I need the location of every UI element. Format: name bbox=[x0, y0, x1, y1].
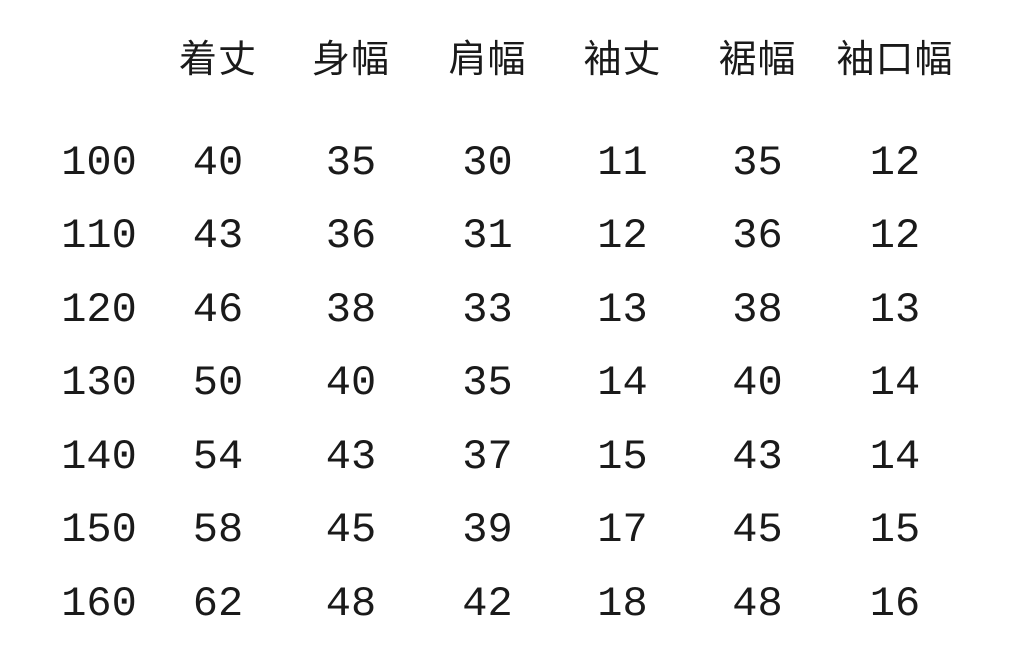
cell-value: 36 bbox=[325, 212, 377, 261]
cell-value: 30 bbox=[462, 138, 513, 187]
cell-value: 40 bbox=[732, 359, 783, 408]
cell-value: 48 bbox=[732, 579, 783, 628]
cell-value: 39 bbox=[462, 506, 513, 555]
cell-value: 35 bbox=[325, 138, 377, 187]
cell-value: 58 bbox=[192, 506, 244, 555]
table-row: 110 43 36 31 12 36 12 bbox=[44, 200, 1024, 274]
cell-value: 12 bbox=[597, 212, 648, 261]
column-header-kitake: 着丈 bbox=[178, 38, 257, 81]
column-header-mihaba: 身幅 bbox=[311, 38, 390, 81]
size-label: 130 bbox=[61, 359, 137, 408]
cell-value: 36 bbox=[732, 212, 783, 261]
cell-value: 50 bbox=[192, 359, 244, 408]
table-row: 120 46 38 33 13 38 13 bbox=[44, 273, 1024, 347]
cell-value: 11 bbox=[597, 138, 648, 187]
column-header-katahaba: 肩幅 bbox=[448, 38, 527, 81]
cell-value: 13 bbox=[597, 285, 648, 334]
size-label: 140 bbox=[61, 432, 137, 481]
table-row: 130 50 40 35 14 40 14 bbox=[44, 347, 1024, 421]
cell-value: 31 bbox=[462, 212, 513, 261]
cell-value: 43 bbox=[192, 212, 244, 261]
cell-value: 35 bbox=[462, 359, 513, 408]
cell-value: 15 bbox=[869, 506, 921, 555]
cell-value: 62 bbox=[192, 579, 244, 628]
size-label: 160 bbox=[61, 579, 137, 628]
cell-value: 18 bbox=[597, 579, 648, 628]
cell-value: 54 bbox=[192, 432, 244, 481]
table-body: 100 40 35 30 11 35 12 110 43 36 31 12 36… bbox=[44, 126, 1024, 641]
cell-value: 45 bbox=[732, 506, 783, 555]
size-label: 120 bbox=[61, 285, 137, 334]
cell-value: 38 bbox=[732, 285, 783, 334]
cell-value: 14 bbox=[869, 432, 921, 481]
cell-value: 13 bbox=[869, 285, 921, 334]
cell-value: 45 bbox=[325, 506, 377, 555]
cell-value: 12 bbox=[869, 138, 921, 187]
cell-value: 42 bbox=[462, 579, 513, 628]
cell-value: 14 bbox=[597, 359, 648, 408]
cell-value: 40 bbox=[325, 359, 377, 408]
column-header-sodeguchihaba: 袖口幅 bbox=[836, 38, 954, 81]
size-label: 110 bbox=[61, 212, 137, 261]
cell-value: 17 bbox=[597, 506, 648, 555]
cell-value: 15 bbox=[597, 432, 648, 481]
cell-value: 40 bbox=[192, 138, 244, 187]
cell-value: 16 bbox=[869, 579, 921, 628]
cell-value: 37 bbox=[462, 432, 513, 481]
cell-value: 12 bbox=[869, 212, 921, 261]
column-header-susohaba: 裾幅 bbox=[718, 38, 797, 81]
table-row: 150 58 45 39 17 45 15 bbox=[44, 494, 1024, 568]
cell-value: 46 bbox=[192, 285, 244, 334]
table-row: 160 62 48 42 18 48 16 bbox=[44, 567, 1024, 641]
cell-value: 38 bbox=[325, 285, 377, 334]
table-row: 140 54 43 37 15 43 14 bbox=[44, 420, 1024, 494]
table-row: 100 40 35 30 11 35 12 bbox=[44, 126, 1024, 200]
cell-value: 35 bbox=[732, 138, 783, 187]
cell-value: 33 bbox=[462, 285, 513, 334]
cell-value: 43 bbox=[732, 432, 783, 481]
cell-value: 14 bbox=[869, 359, 921, 408]
cell-value: 43 bbox=[325, 432, 377, 481]
cell-value: 48 bbox=[325, 579, 377, 628]
size-label: 100 bbox=[61, 138, 137, 187]
size-label: 150 bbox=[61, 506, 137, 555]
table-header-row: 着丈 身幅 肩幅 袖丈 裾幅 袖口幅 bbox=[44, 0, 1024, 110]
column-header-sodetake: 袖丈 bbox=[583, 38, 662, 81]
